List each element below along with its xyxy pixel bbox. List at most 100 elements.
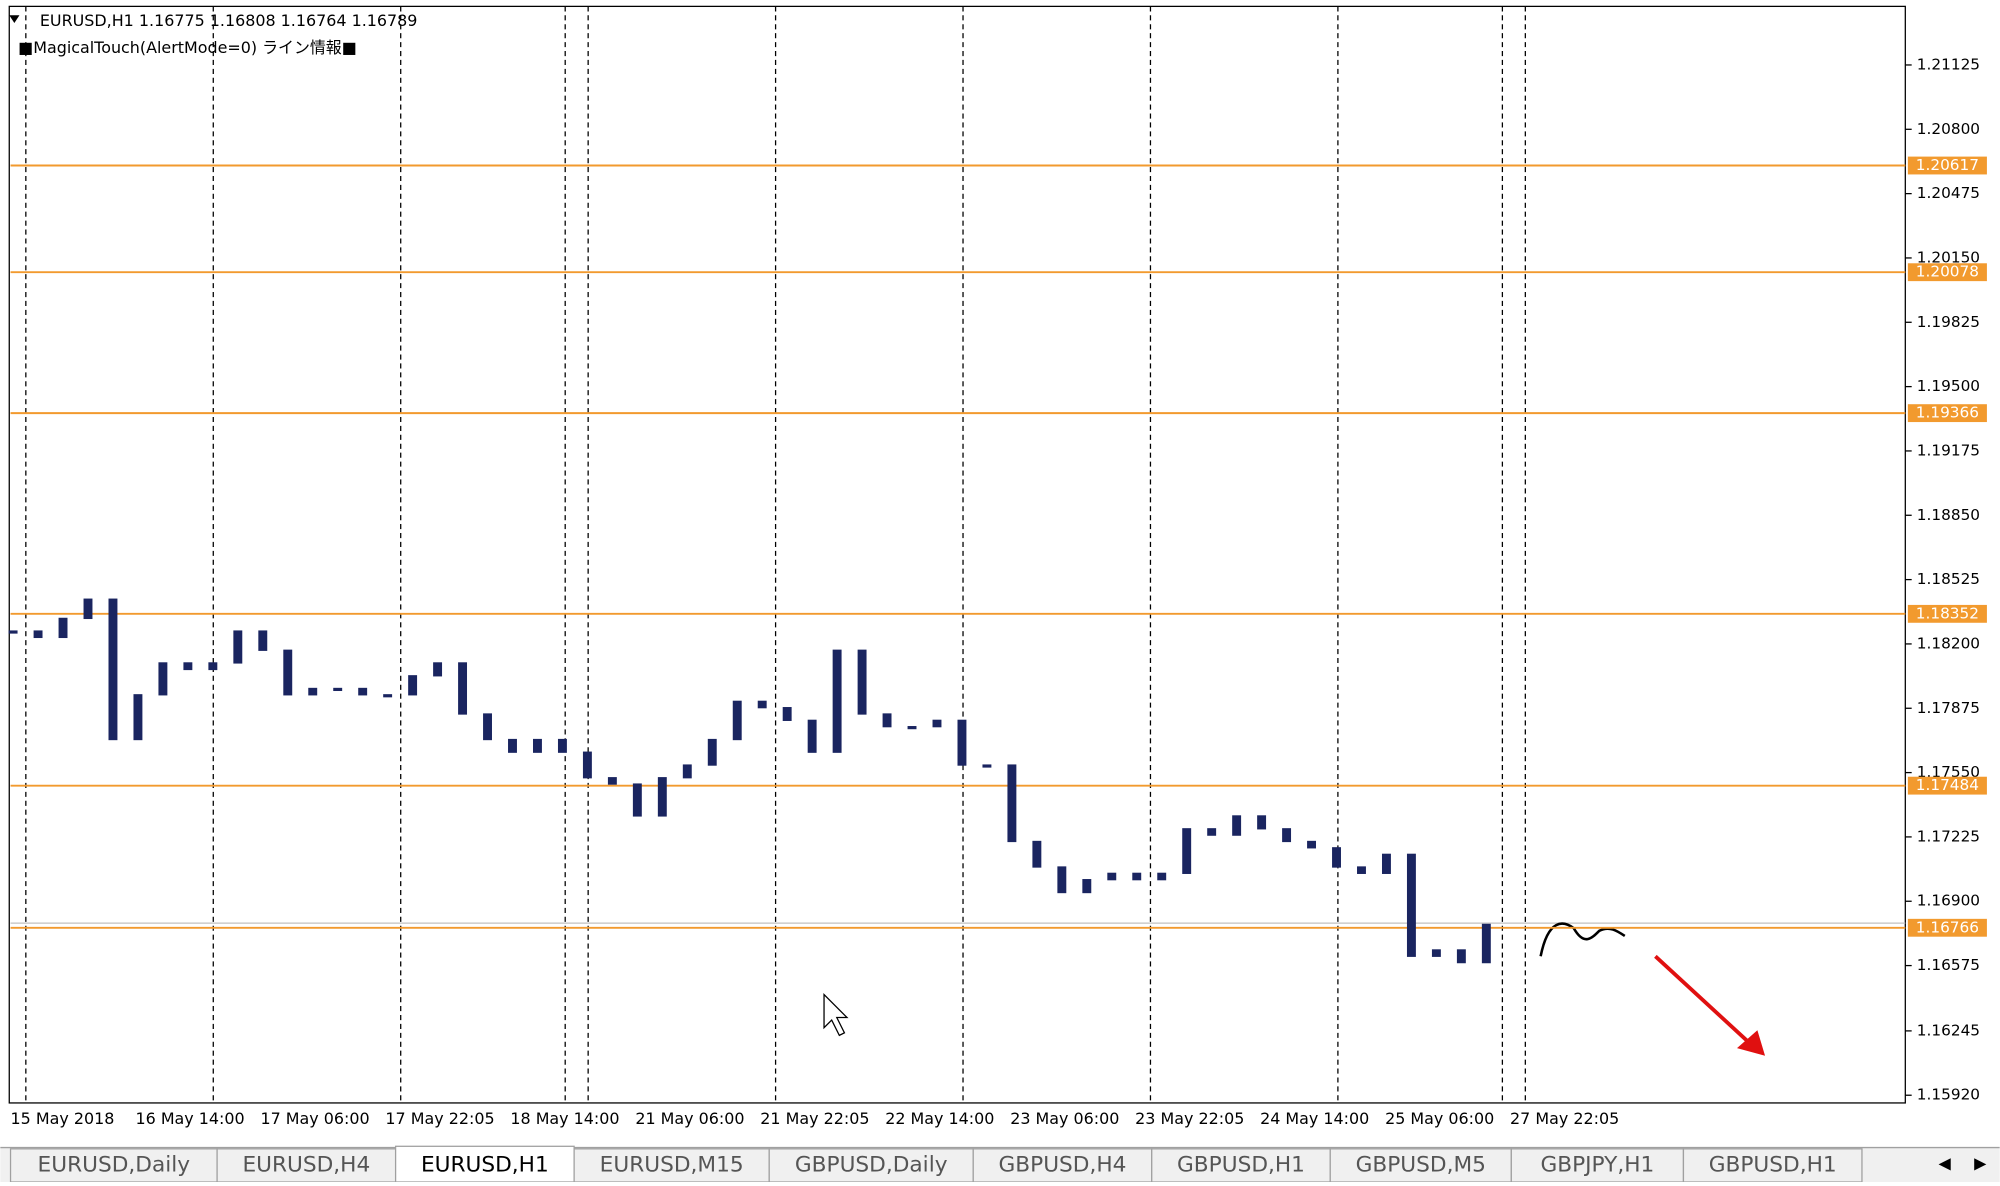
tab-label[interactable]: GBPUSD,M5 xyxy=(1356,1152,1486,1177)
candle-body xyxy=(832,649,842,753)
tab[interactable] xyxy=(1329,1148,1512,1183)
level-label-box xyxy=(1907,404,1987,423)
candle-body xyxy=(1132,872,1142,881)
candle-body xyxy=(1406,853,1416,957)
candle-body xyxy=(1456,949,1466,964)
y-tick-label: 1.17875 xyxy=(1917,699,1980,717)
y-tick-label: 1.18200 xyxy=(1917,634,1980,652)
tab[interactable] xyxy=(573,1148,770,1183)
level-label-box xyxy=(1907,604,1987,623)
mouse-cursor xyxy=(823,993,849,1037)
tab-label[interactable]: GBPUSD,H4 xyxy=(999,1152,1127,1177)
tab[interactable] xyxy=(972,1148,1153,1183)
x-tick-label: 18 May 14:00 xyxy=(510,1109,619,1128)
chart-frame xyxy=(8,5,1906,1104)
candle-body xyxy=(333,687,343,692)
candle-body xyxy=(1257,815,1267,830)
candle-body xyxy=(1357,866,1366,874)
collapse-icon xyxy=(9,15,20,23)
candle-body xyxy=(957,719,967,766)
level-label-box xyxy=(1907,918,1987,937)
candle-body xyxy=(1431,949,1441,957)
candle-body xyxy=(882,713,892,728)
tab[interactable] xyxy=(1510,1148,1685,1183)
arrow-shaft xyxy=(1654,954,1754,1047)
candle-body xyxy=(1157,872,1167,881)
x-tick-label: 27 May 22:05 xyxy=(1510,1109,1619,1128)
level-label: 1.17484 xyxy=(1916,776,1979,794)
tab-scroll-right[interactable]: ▶ xyxy=(1974,1154,1987,1173)
candle-body xyxy=(857,649,867,715)
level-label-box xyxy=(1907,776,1987,795)
separators xyxy=(25,6,1526,1103)
tab[interactable] xyxy=(216,1148,397,1183)
x-tick-label: 16 May 14:00 xyxy=(135,1109,244,1128)
candle-body xyxy=(1032,840,1042,868)
tab-scroll-left[interactable]: ◀ xyxy=(1938,1154,1951,1173)
candle-body xyxy=(33,630,43,639)
tab-label[interactable]: GBPUSD,H1 xyxy=(1177,1152,1305,1177)
candle-body xyxy=(1182,828,1192,874)
x-tick-label: 24 May 14:00 xyxy=(1260,1109,1369,1128)
candle-body xyxy=(433,662,443,677)
x-tick-label: 23 May 06:00 xyxy=(1010,1109,1119,1128)
y-tick-label: 1.20475 xyxy=(1917,184,1980,202)
candle-body xyxy=(1332,847,1341,868)
candle-body xyxy=(1057,866,1067,894)
candle-body xyxy=(1082,879,1092,894)
candle-body xyxy=(1381,853,1391,874)
candle-body xyxy=(707,738,717,766)
level-label: 1.18352 xyxy=(1916,604,1979,622)
candle-body xyxy=(58,617,68,639)
tab-label[interactable]: GBPUSD,Daily xyxy=(795,1152,948,1177)
tab-label[interactable]: GBPUSD,H1 xyxy=(1709,1152,1837,1177)
candle-body xyxy=(657,777,667,817)
candle-body xyxy=(158,662,168,696)
candle-body xyxy=(83,598,93,620)
tab[interactable] xyxy=(768,1148,974,1183)
level-label: 1.20078 xyxy=(1916,263,1979,281)
candle-body xyxy=(1207,828,1217,836)
candle-body xyxy=(907,726,917,730)
y-tick-label: 1.16245 xyxy=(1917,1021,1980,1039)
candle-body xyxy=(383,694,393,698)
candle-body xyxy=(1007,764,1017,843)
x-tick-label: 23 May 22:05 xyxy=(1135,1109,1244,1128)
tab[interactable] xyxy=(394,1145,575,1183)
candle-body xyxy=(607,777,617,785)
tab-label[interactable]: EURUSD,H1 xyxy=(421,1152,549,1177)
tab-label[interactable]: EURUSD,Daily xyxy=(38,1152,191,1177)
candle-body xyxy=(682,764,692,779)
candle-body xyxy=(133,694,143,741)
candle-body xyxy=(557,738,567,753)
candle-body xyxy=(458,662,468,715)
candle-body xyxy=(233,630,243,664)
y-tick-label: 1.16900 xyxy=(1917,892,1980,910)
candle-body xyxy=(533,738,542,753)
y-tick-label: 1.20800 xyxy=(1917,120,1980,138)
y-tick-label: 1.19825 xyxy=(1917,313,1980,331)
tab[interactable] xyxy=(1151,1148,1331,1183)
candle-body xyxy=(782,707,792,721)
level-label-box xyxy=(1907,263,1987,282)
y-tick-label: 1.20150 xyxy=(1917,248,1980,266)
x-tick-label: 15 May 2018 xyxy=(11,1109,115,1128)
x-tick-label: 17 May 22:05 xyxy=(385,1109,494,1128)
candle-body xyxy=(408,675,418,696)
tab-label[interactable]: GBPJPY,H1 xyxy=(1540,1152,1654,1177)
x-tick-label: 17 May 06:00 xyxy=(260,1109,369,1128)
candle-body xyxy=(932,719,942,728)
x-tick-label: 25 May 06:00 xyxy=(1385,1109,1494,1128)
level-label: 1.19366 xyxy=(1916,404,1979,422)
candle-body xyxy=(1282,828,1292,843)
candle-body xyxy=(982,764,992,768)
candle-body xyxy=(1232,815,1242,836)
x-tick-label: 21 May 06:00 xyxy=(635,1109,744,1128)
x-tick-label: 22 May 14:00 xyxy=(885,1109,994,1128)
tab-label[interactable]: EURUSD,H4 xyxy=(242,1152,370,1177)
candle-body xyxy=(508,738,517,753)
tab-label[interactable]: EURUSD,M15 xyxy=(600,1152,744,1177)
level-label-box xyxy=(1907,156,1987,175)
